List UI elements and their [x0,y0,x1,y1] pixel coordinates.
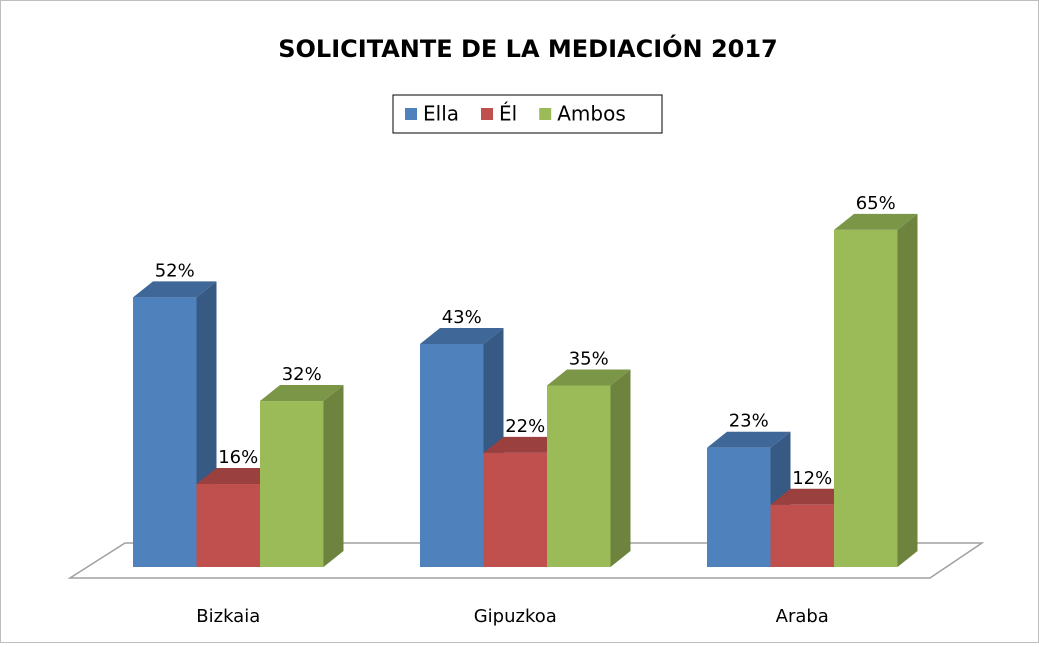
data-label: 22% [505,416,545,437]
legend-swatch [405,108,417,120]
data-label: 43% [442,307,482,328]
legend-box [392,94,663,134]
bar [834,213,918,567]
bar-side [897,213,918,567]
bar-top [770,488,854,505]
bar-top [547,369,631,386]
bar-top [260,385,344,402]
legend-label: Ella [423,102,459,126]
data-label: 23% [729,411,769,432]
bar-front [707,447,771,567]
x-tick-label: Bizkaia [196,606,260,627]
legend-swatch [539,108,552,120]
legend-label: Ambos [557,102,626,126]
bar [260,385,344,567]
bar-top [420,328,504,345]
data-label: 32% [282,364,322,385]
data-label: 35% [569,349,609,370]
legend-swatch [481,108,494,120]
chart-title: SOLICITANTE DE LA MEDIACIÓN 2017 [278,33,778,63]
x-tick-label: Gipuzkoa [474,606,557,627]
bar-front [834,229,898,567]
legend-label: Él [499,102,517,126]
data-label: 65% [856,193,896,214]
bar-front [196,484,260,567]
bar-front [483,452,547,567]
bar-side [610,369,631,567]
bar-front [420,344,484,567]
x-tick-label: Araba [776,606,829,627]
bar-front [770,504,834,567]
bar-top [834,213,918,230]
bar-top [707,431,791,448]
data-label: 16% [218,447,258,468]
bar-front [133,297,197,567]
bar-top [133,281,217,298]
bar-front [260,401,324,567]
bar-front [547,385,611,567]
bar [547,369,631,567]
bar-side [323,385,344,567]
bar-top [483,436,567,453]
data-label: 52% [155,260,195,281]
data-label: 12% [792,468,832,489]
bar-top [196,468,280,485]
